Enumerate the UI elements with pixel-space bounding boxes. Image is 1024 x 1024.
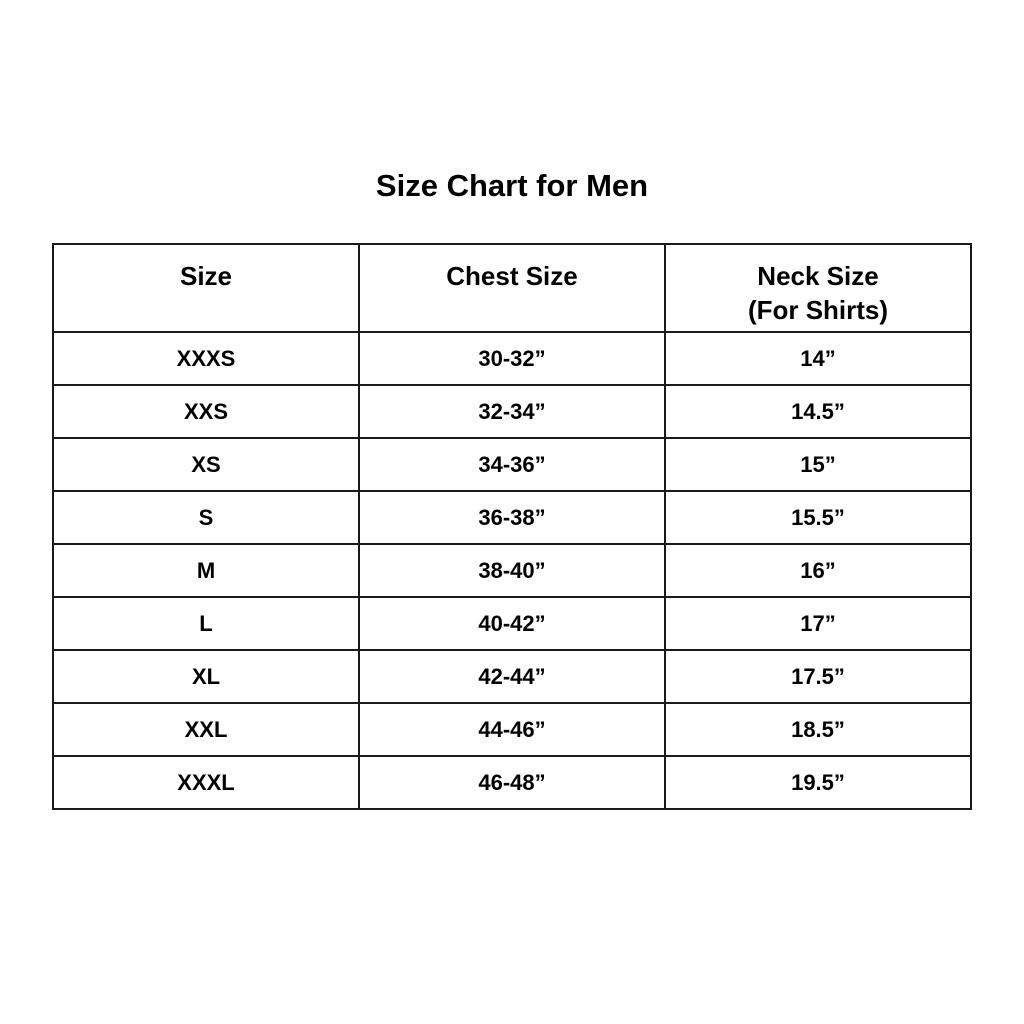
neck-size-cell: 18.5” (664, 702, 972, 757)
table-row: XL 42-44” 17.5” (52, 649, 972, 704)
size-cell: XXXL (52, 755, 360, 810)
table-row: XXXL 46-48” 19.5” (52, 755, 972, 810)
size-cell: L (52, 596, 360, 651)
size-cell: M (52, 543, 360, 598)
neck-size-cell: 19.5” (664, 755, 972, 810)
header-neck-size: Neck Size (For Shirts) (664, 243, 972, 333)
chest-size-cell: 44-46” (358, 702, 666, 757)
table-row: XXXS 30-32” 14” (52, 331, 972, 386)
size-cell: XS (52, 437, 360, 492)
table-row: S 36-38” 15.5” (52, 490, 972, 545)
neck-size-cell: 14.5” (664, 384, 972, 439)
size-chart-table: Size Chest Size Neck Size (For Shirts) X… (52, 243, 972, 810)
page-title: Size Chart for Men (375, 168, 649, 203)
table-row: M 38-40” 16” (52, 543, 972, 598)
neck-size-cell: 14” (664, 331, 972, 386)
header-neck-size-label: Neck Size (757, 261, 879, 291)
chest-size-cell: 46-48” (358, 755, 666, 810)
table-row: XXS 32-34” 14.5” (52, 384, 972, 439)
size-cell: XXXS (52, 331, 360, 386)
table-row: XXL 44-46” 18.5” (52, 702, 972, 757)
size-cell: S (52, 490, 360, 545)
header-size: Size (52, 243, 360, 333)
chest-size-cell: 40-42” (358, 596, 666, 651)
neck-size-cell: 17.5” (664, 649, 972, 704)
chest-size-cell: 42-44” (358, 649, 666, 704)
header-row: Size Chest Size Neck Size (For Shirts) (52, 243, 972, 333)
chest-size-cell: 38-40” (358, 543, 666, 598)
table-row: XS 34-36” 15” (52, 437, 972, 492)
neck-size-cell: 15” (664, 437, 972, 492)
neck-size-cell: 16” (664, 543, 972, 598)
chest-size-cell: 32-34” (358, 384, 666, 439)
chest-size-cell: 30-32” (358, 331, 666, 386)
header-neck-size-note: (For Shirts) (747, 295, 889, 325)
size-cell: XXL (52, 702, 360, 757)
neck-size-cell: 17” (664, 596, 972, 651)
size-cell: XXS (52, 384, 360, 439)
chest-size-cell: 36-38” (358, 490, 666, 545)
header-chest-size: Chest Size (358, 243, 666, 333)
table-row: L 40-42” 17” (52, 596, 972, 651)
neck-size-cell: 15.5” (664, 490, 972, 545)
chest-size-cell: 34-36” (358, 437, 666, 492)
size-cell: XL (52, 649, 360, 704)
